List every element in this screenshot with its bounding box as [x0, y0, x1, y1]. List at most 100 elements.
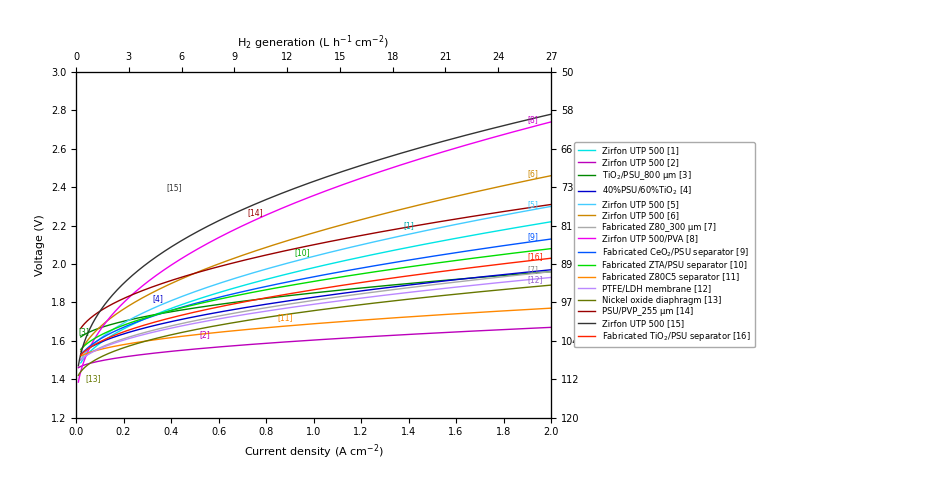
- Line: Zirfon UTP 500 [2]: Zirfon UTP 500 [2]: [78, 327, 551, 368]
- Zirfon UTP 500 [6]: [75, 348, 86, 354]
- Text: [14]: [14]: [247, 208, 262, 216]
- Fabricated Z80_300 μm [7]: [461, 278, 472, 284]
- Zirfon UTP 500/PVA [8]: [534, 122, 545, 128]
- Fabricated Z80C5 separator [11]: [298, 322, 310, 327]
- Line: Zirfon UTP 500 [6]: Zirfon UTP 500 [6]: [81, 176, 551, 351]
- Line: PSU/PVP_255 μm [14]: PSU/PVP_255 μm [14]: [81, 204, 551, 328]
- Text: [11]: [11]: [277, 313, 294, 322]
- Nickel oxide diaphragm [13]: [72, 372, 85, 378]
- TiO$_2$/PSU_800 μm [3]: [355, 285, 367, 291]
- Zirfon UTP 500 [15]: [329, 171, 340, 177]
- Fabricated ZTA/PSU separator [10]: [545, 246, 557, 252]
- Fabricated Z80_300 μm [7]: [75, 357, 86, 363]
- Zirfon UTP 500 [15]: [534, 114, 545, 120]
- Fabricated TiO$_2$/PSU separator [16]: [545, 255, 557, 261]
- PSU/PVP_255 μm [14]: [330, 238, 341, 243]
- Line: PTFE/LDH membrane [12]: PTFE/LDH membrane [12]: [81, 277, 551, 360]
- Line: Fabricated Z80_300 μm [7]: Fabricated Z80_300 μm [7]: [81, 272, 551, 360]
- Zirfon UTP 500 [2]: [534, 325, 545, 331]
- Zirfon UTP 500 [2]: [460, 329, 471, 335]
- Legend: Zirfon UTP 500 [1], Zirfon UTP 500 [2], TiO$_2$/PSU_800 μm [3], 40%PSU/60%TiO$_2: Zirfon UTP 500 [1], Zirfon UTP 500 [2], …: [574, 142, 754, 348]
- Fabricated CeO$_2$/PSU separator [9]: [545, 236, 557, 242]
- Text: [2]: [2]: [200, 331, 210, 339]
- Zirfon UTP 500 [15]: [460, 132, 471, 138]
- TiO$_2$/PSU_800 μm [3]: [545, 269, 557, 275]
- Nickel oxide diaphragm [13]: [545, 282, 557, 288]
- PTFE/LDH membrane [12]: [301, 302, 313, 308]
- Zirfon UTP 500/PVA [8]: [545, 119, 557, 125]
- Zirfon UTP 500 [6]: [545, 173, 557, 179]
- Fabricated Z80C5 separator [11]: [545, 305, 557, 311]
- Fabricated CeO$_2$/PSU separator [9]: [355, 265, 367, 271]
- Zirfon UTP 500 [15]: [545, 111, 557, 117]
- PSU/PVP_255 μm [14]: [301, 243, 313, 249]
- 40%PSU/60%TiO$_2$ [4]: [355, 288, 367, 294]
- Text: [8]: [8]: [527, 116, 538, 124]
- Zirfon UTP 500 [5]: [330, 248, 341, 254]
- Fabricated TiO$_2$/PSU separator [16]: [461, 265, 472, 271]
- Zirfon UTP 500 [5]: [75, 357, 86, 363]
- Zirfon UTP 500 [1]: [534, 221, 545, 227]
- Text: [10]: [10]: [294, 248, 310, 257]
- Zirfon UTP 500 [6]: [330, 224, 341, 229]
- Line: Zirfon UTP 500/PVA [8]: Zirfon UTP 500/PVA [8]: [78, 122, 551, 382]
- Fabricated CeO$_2$/PSU separator [9]: [301, 275, 313, 281]
- Zirfon UTP 500 [6]: [298, 233, 310, 239]
- Nickel oxide diaphragm [13]: [534, 283, 545, 289]
- Fabricated ZTA/PSU separator [10]: [355, 271, 367, 277]
- PTFE/LDH membrane [12]: [534, 276, 545, 281]
- Fabricated Z80_300 μm [7]: [298, 299, 310, 305]
- Line: Zirfon UTP 500 [1]: Zirfon UTP 500 [1]: [81, 222, 551, 363]
- Zirfon UTP 500 [1]: [355, 254, 367, 260]
- Zirfon UTP 500/PVA [8]: [297, 197, 309, 203]
- Fabricated CeO$_2$/PSU separator [9]: [534, 238, 545, 243]
- 40%PSU/60%TiO$_2$ [4]: [330, 291, 341, 297]
- Zirfon UTP 500 [2]: [297, 338, 309, 344]
- Zirfon UTP 500 [15]: [300, 181, 312, 187]
- TiO$_2$/PSU_800 μm [3]: [330, 288, 341, 293]
- Zirfon UTP 500 [1]: [330, 260, 341, 265]
- Fabricated ZTA/PSU separator [10]: [461, 256, 472, 262]
- Nickel oxide diaphragm [13]: [300, 309, 312, 314]
- 40%PSU/60%TiO$_2$ [4]: [545, 267, 557, 273]
- Zirfon UTP 500 [1]: [298, 267, 310, 273]
- Fabricated ZTA/PSU separator [10]: [534, 247, 545, 253]
- Text: [5]: [5]: [527, 200, 538, 209]
- Line: Nickel oxide diaphragm [13]: Nickel oxide diaphragm [13]: [78, 285, 551, 375]
- Text: [7]: [7]: [527, 265, 538, 274]
- Y-axis label: Efficiency$_{HHV}$ (%): Efficiency$_{HHV}$ (%): [585, 197, 598, 292]
- Line: Fabricated Z80C5 separator [11]: Fabricated Z80C5 separator [11]: [81, 308, 551, 356]
- Zirfon UTP 500 [6]: [461, 191, 472, 197]
- Zirfon UTP 500 [6]: [534, 175, 545, 181]
- Line: Zirfon UTP 500 [5]: Zirfon UTP 500 [5]: [81, 206, 551, 360]
- Zirfon UTP 500 [5]: [545, 204, 557, 209]
- Zirfon UTP 500 [6]: [301, 232, 313, 238]
- TiO$_2$/PSU_800 μm [3]: [461, 276, 472, 281]
- Line: Fabricated ZTA/PSU separator [10]: Fabricated ZTA/PSU separator [10]: [81, 249, 551, 349]
- Fabricated Z80C5 separator [11]: [301, 322, 313, 327]
- Fabricated TiO$_2$/PSU separator [16]: [534, 257, 545, 263]
- Fabricated Z80_300 μm [7]: [355, 291, 367, 297]
- Zirfon UTP 500 [5]: [355, 242, 367, 248]
- Fabricated ZTA/PSU separator [10]: [330, 275, 341, 281]
- TiO$_2$/PSU_800 μm [3]: [534, 270, 545, 276]
- Fabricated ZTA/PSU separator [10]: [301, 280, 313, 286]
- Fabricated Z80C5 separator [11]: [75, 353, 86, 359]
- Line: TiO$_2$/PSU_800 μm [3]: TiO$_2$/PSU_800 μm [3]: [81, 272, 551, 337]
- Text: [1]: [1]: [404, 221, 414, 230]
- Fabricated Z80C5 separator [11]: [461, 310, 472, 316]
- Fabricated CeO$_2$/PSU separator [9]: [75, 352, 86, 358]
- Text: [3]: [3]: [78, 327, 89, 336]
- Text: [4]: [4]: [152, 294, 162, 303]
- Line: Fabricated TiO$_2$/PSU separator [16]: Fabricated TiO$_2$/PSU separator [16]: [81, 258, 551, 355]
- Fabricated Z80C5 separator [11]: [534, 306, 545, 312]
- Nickel oxide diaphragm [13]: [329, 305, 340, 311]
- TiO$_2$/PSU_800 μm [3]: [301, 291, 313, 297]
- PSU/PVP_255 μm [14]: [298, 244, 310, 250]
- Zirfon UTP 500/PVA [8]: [329, 185, 340, 191]
- TiO$_2$/PSU_800 μm [3]: [298, 291, 310, 297]
- Zirfon UTP 500 [5]: [301, 255, 313, 261]
- Zirfon UTP 500/PVA [8]: [72, 379, 85, 385]
- Fabricated TiO$_2$/PSU separator [16]: [330, 284, 341, 289]
- Zirfon UTP 500/PVA [8]: [354, 176, 366, 181]
